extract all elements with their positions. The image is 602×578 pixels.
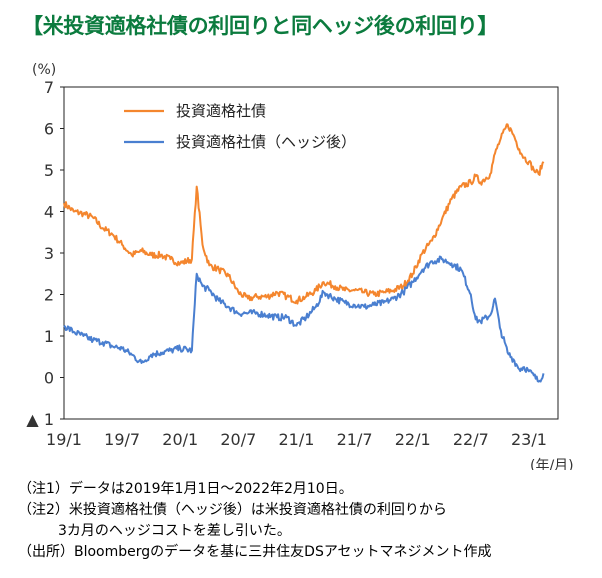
x-tick-label: 23/1 <box>511 430 547 449</box>
footnotes: （注1）データは2019年1月1日～2022年2月10日。 （注2）米投資適格社… <box>18 479 492 563</box>
y-unit-label: (%) <box>32 62 56 78</box>
x-tick-label: 21/7 <box>337 430 373 449</box>
x-tick-label: 20/7 <box>220 430 256 449</box>
legend-label-series1: 投資適格社債 <box>176 102 266 120</box>
y-tick-label: 6 <box>44 120 54 139</box>
legend: 投資適格社債 投資適格社債（ヘッジ後） <box>124 102 356 151</box>
series-line-2 <box>63 255 545 383</box>
y-tick-label: 2 <box>44 286 54 305</box>
x-tick-label: 22/1 <box>395 430 431 449</box>
y-tick-label: 7 <box>44 78 54 97</box>
page-title: 【米投資適格社債の利回りと同ヘッジ後の利回り】 <box>22 14 499 38</box>
line-chart: 7 6 5 4 3 2 1 0 ▲ 1 19/1 19/7 20/1 20/7 21/1 21/7 22/1… <box>26 62 574 470</box>
y-tick-label: 0 <box>44 369 54 388</box>
series-line-1 <box>63 123 545 305</box>
x-tick-label: 22/7 <box>453 430 489 449</box>
footnote-2-cont: 3カ月のヘッジコストを差し引いた。 <box>58 523 291 539</box>
footnote-2: （注2）米投資適格社債（ヘッジ後）は米投資適格社債の利回りから <box>18 502 447 518</box>
x-tick-label: 19/7 <box>104 430 140 449</box>
y-tick-label: 4 <box>44 203 54 222</box>
y-tick-label: 5 <box>44 161 54 180</box>
y-tick-label: ▲ 1 <box>26 410 54 429</box>
legend-label-series2: 投資適格社債（ヘッジ後） <box>176 133 356 151</box>
x-tick-label: 19/1 <box>46 430 82 449</box>
y-tick-label: 3 <box>44 244 54 263</box>
x-unit-label: (年/月) <box>530 458 574 470</box>
x-tick-label: 20/1 <box>162 430 198 449</box>
y-tick-label: 1 <box>44 327 54 346</box>
footnote-source: （出所）Bloombergのデータを基に三井住友DSアセットマネジメント作成 <box>18 544 492 560</box>
x-tick-label: 21/1 <box>279 430 315 449</box>
footnote-1: （注1）データは2019年1月1日～2022年2月10日。 <box>18 481 353 497</box>
